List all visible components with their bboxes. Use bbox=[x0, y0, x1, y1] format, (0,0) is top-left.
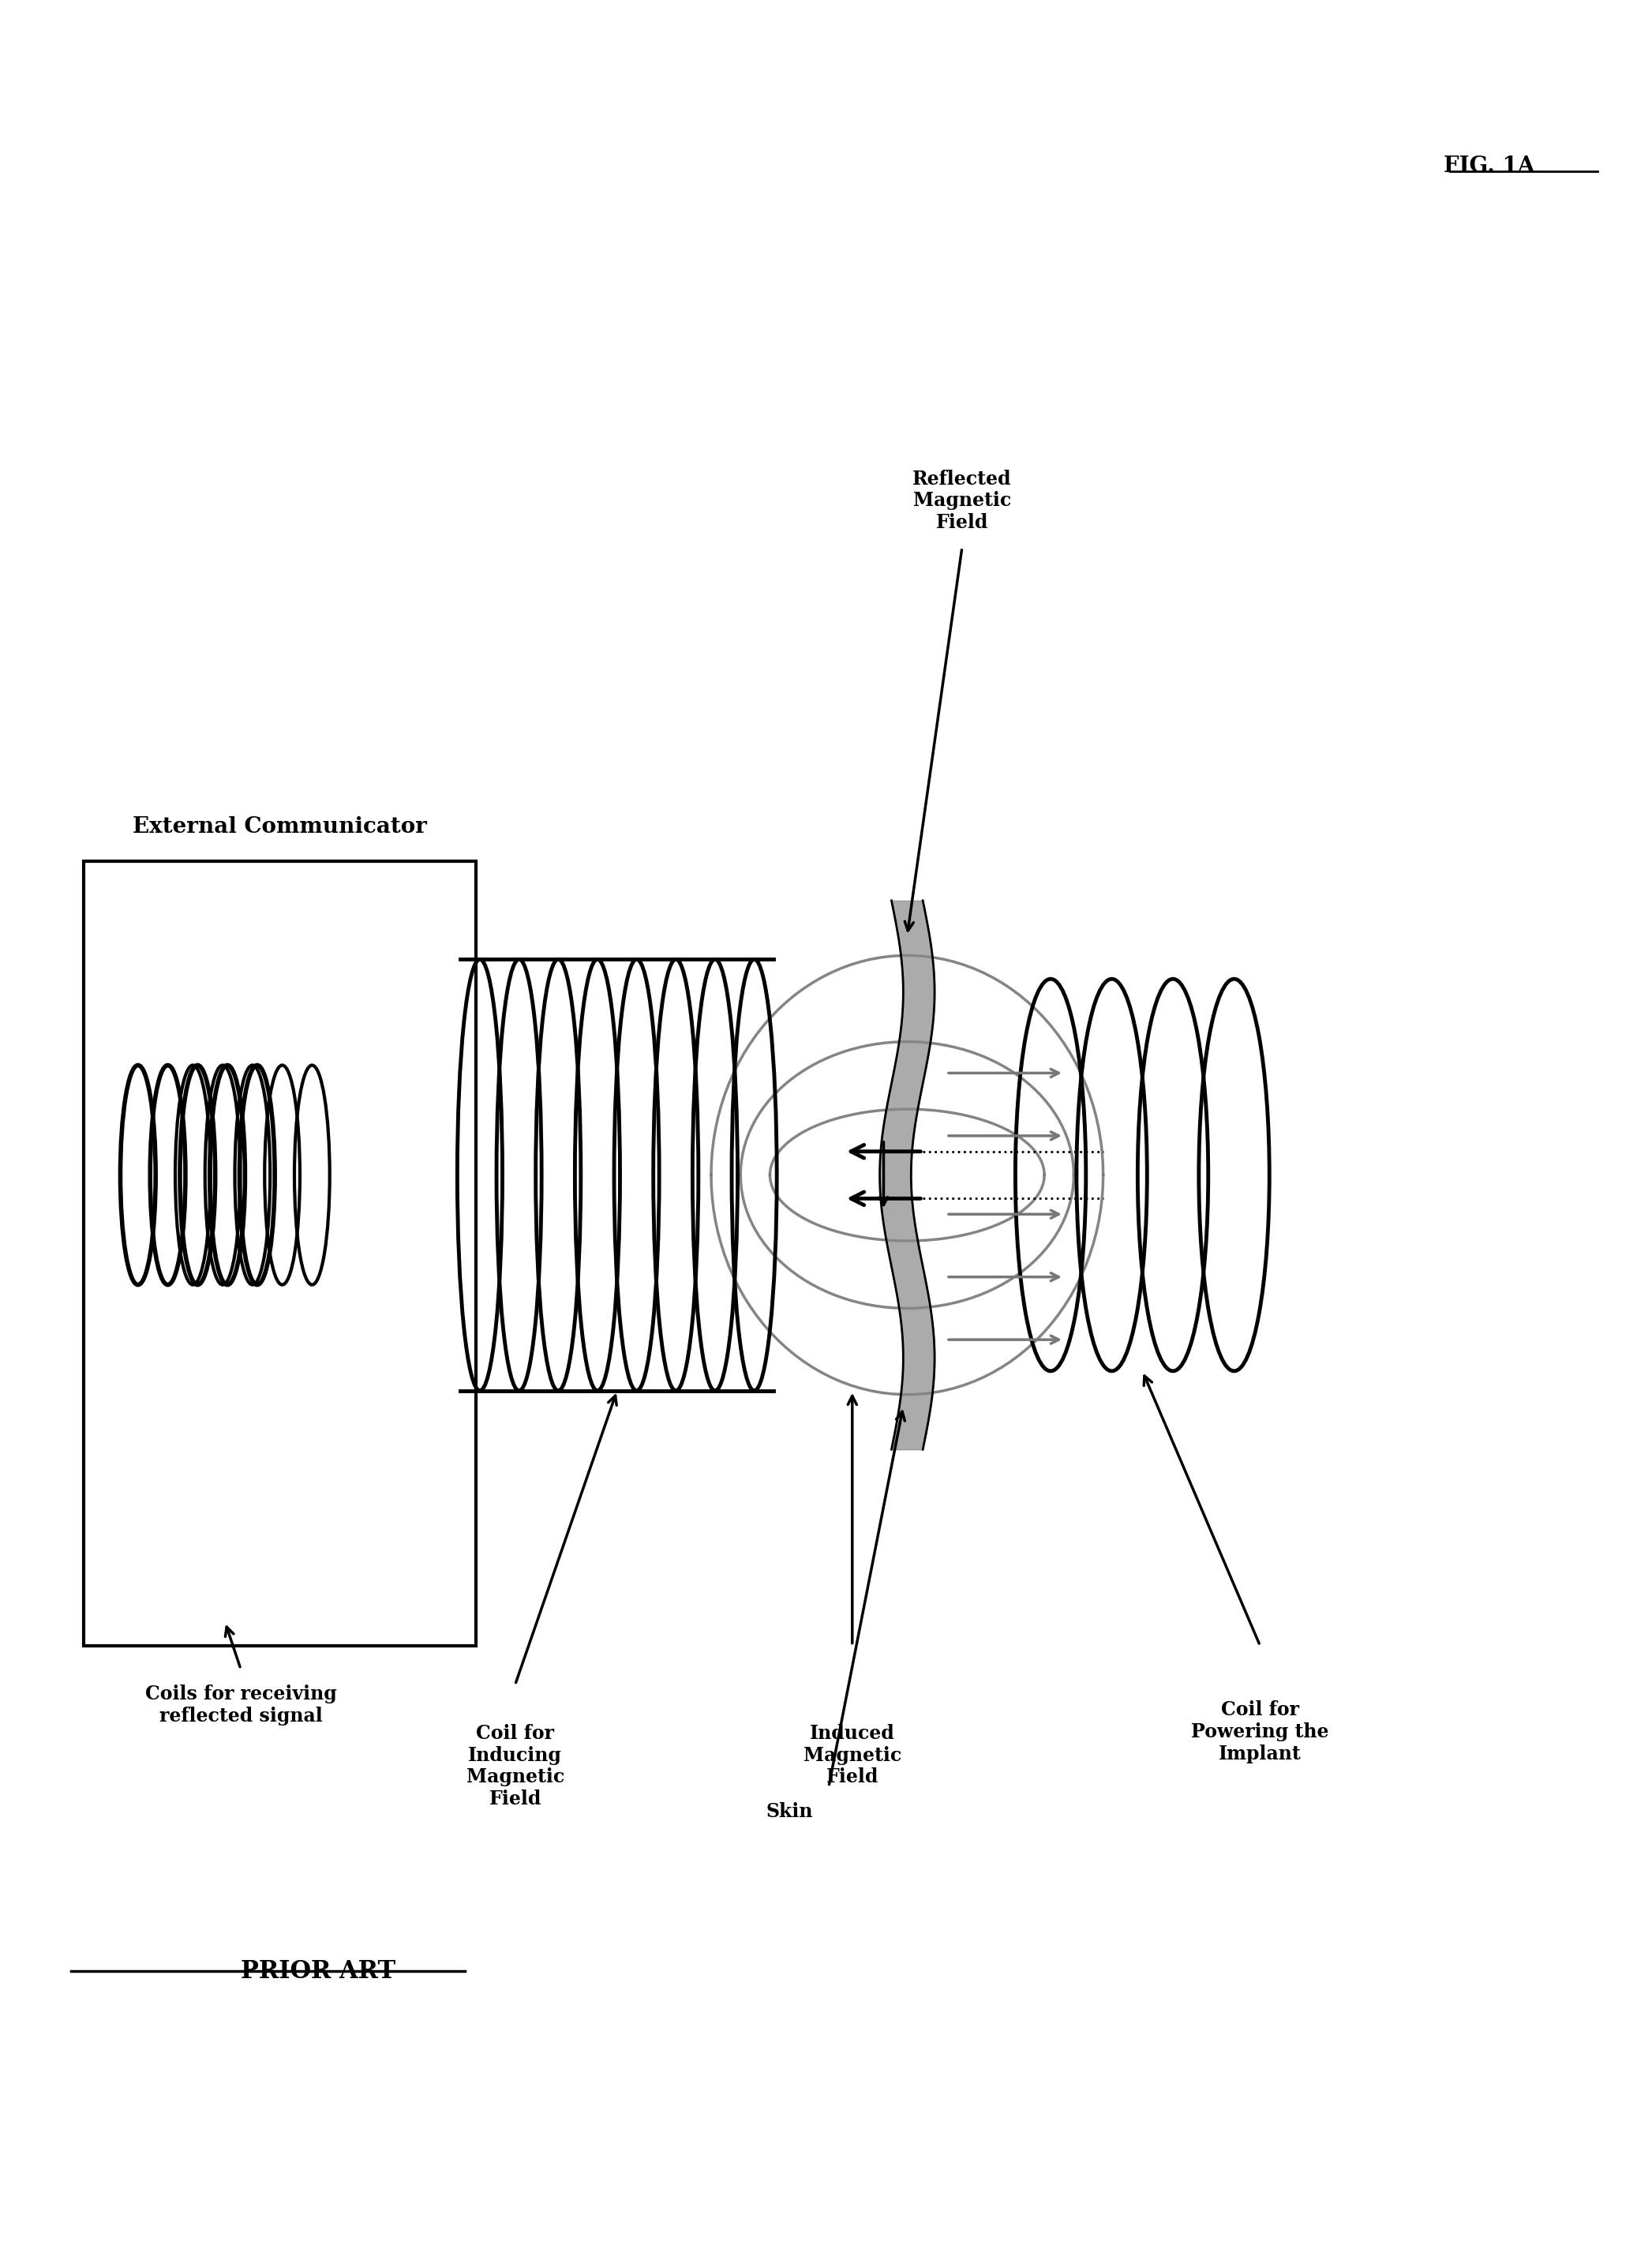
Text: Reflected
Magnetic
Field: Reflected Magnetic Field bbox=[912, 468, 1011, 531]
Text: Coil for
Inducing
Magnetic
Field: Coil for Inducing Magnetic Field bbox=[466, 1723, 563, 1808]
Text: External Communicator: External Communicator bbox=[132, 816, 428, 838]
Text: Skin: Skin bbox=[767, 1802, 813, 1822]
Text: Induced
Magnetic
Field: Induced Magnetic Field bbox=[803, 1723, 902, 1786]
FancyBboxPatch shape bbox=[84, 861, 476, 1645]
Text: PRIOR ART: PRIOR ART bbox=[241, 1959, 395, 1983]
Text: Coils for receiving
reflected signal: Coils for receiving reflected signal bbox=[145, 1685, 337, 1726]
Text: Coil for
Powering the
Implant: Coil for Powering the Implant bbox=[1191, 1701, 1328, 1764]
Text: FIG. 1A: FIG. 1A bbox=[1444, 155, 1535, 177]
